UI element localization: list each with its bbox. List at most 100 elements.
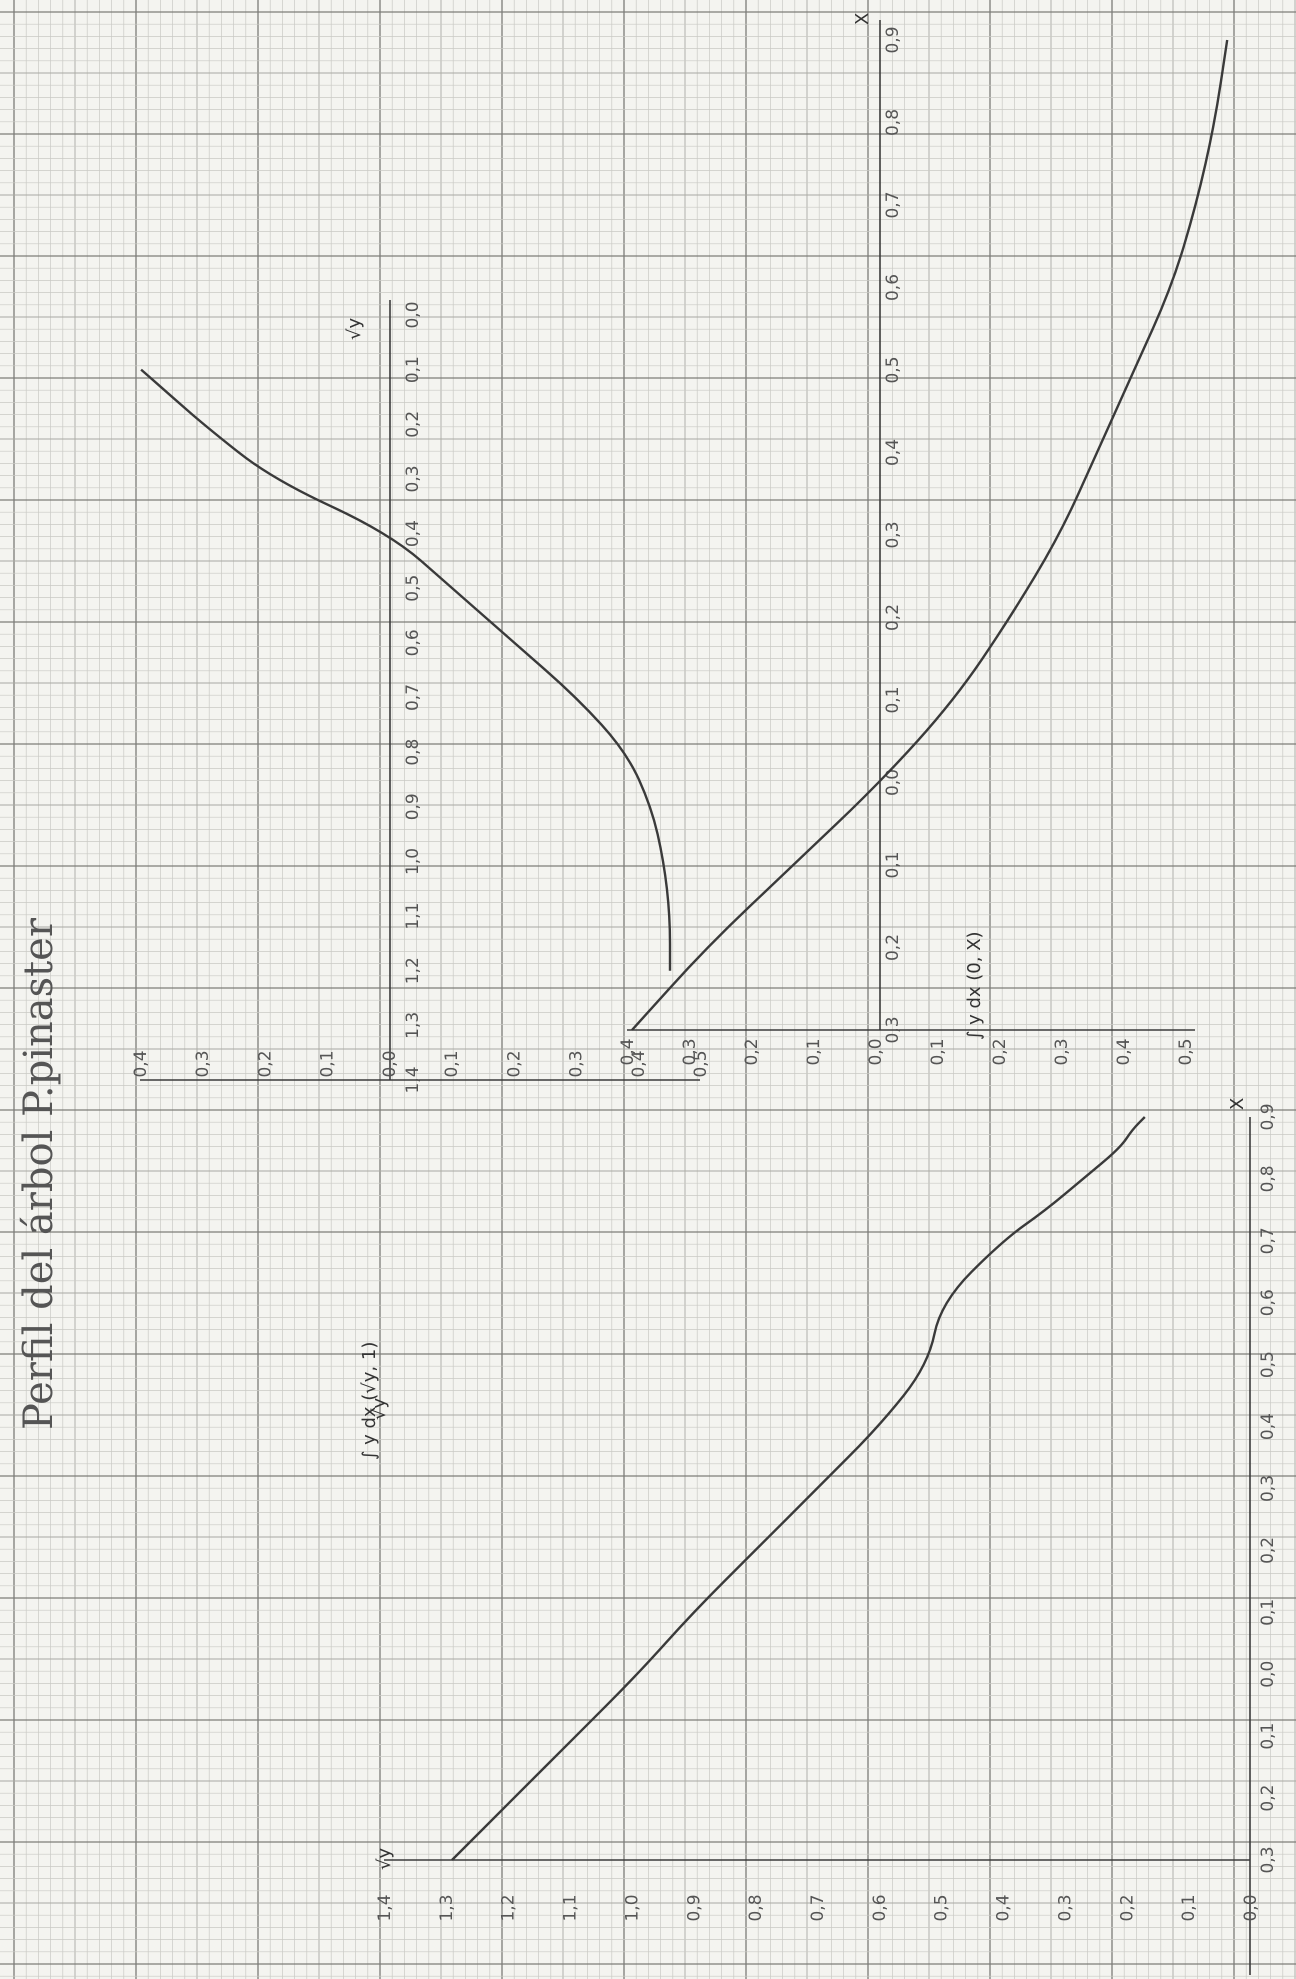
chart-1-x-tick-label: 1,2	[403, 957, 423, 984]
chart-2-y-tick-label-group: 0,3	[680, 1038, 700, 1065]
chart-2-x-tick-label-group: 0,2	[883, 934, 903, 961]
chart-1-y-tick-label-group: 0,0	[380, 1050, 400, 1077]
chart-0-y-tick-label: 1,1	[561, 1894, 581, 1921]
chart-2-y-tick-label-group: 0,0	[866, 1038, 886, 1065]
chart-2-x-tick-label: 0,5	[883, 356, 903, 383]
chart-2-x-tick-label-group: 0,1	[883, 686, 903, 713]
chart-1-y-tick-label: 0,1	[318, 1050, 338, 1077]
chart-1-y-tick-label: 0,3	[567, 1050, 587, 1077]
chart-0-y-tick-label-group: 0,8	[746, 1894, 766, 1921]
chart-0-x-tick-label: 0,1	[1258, 1599, 1278, 1626]
chart-1-y-tick-label-group: 0,1	[442, 1050, 462, 1077]
chart-0-x-tick-label-group: 0,3	[1258, 1846, 1278, 1873]
chart-0-y-tick-label: 1,3	[437, 1894, 457, 1921]
chart3-xlabel-group: X	[852, 13, 873, 25]
chart-0-y-tick-label-group: 0,4	[994, 1894, 1014, 1921]
chart1-integral-group: ∫ y dx (√y, 1)	[359, 1342, 380, 1460]
chart-1-x-tick-label-group: 0,6	[403, 629, 423, 656]
chart-1-x-tick-label: 0,8	[403, 739, 423, 766]
chart-0-x-tick-label: 0,9	[1258, 1103, 1278, 1130]
chart-1-x-tick-label-group: 1,0	[403, 848, 423, 875]
chart-title: Perfil del árbol P.pinaster	[16, 917, 62, 1430]
chart-2-x-tick-label: 0,9	[883, 26, 903, 53]
chart-2-y-tick-label: 0,4	[1114, 1038, 1134, 1065]
chart-2-ylabel: ∫ y dx (0, X)	[964, 931, 985, 1040]
chart-0-y-tick-label: 0,2	[1117, 1894, 1137, 1921]
chart-2-y-tick-label-group: 0,1	[928, 1038, 948, 1065]
chart-2-x-tick-label: 0,0	[883, 769, 903, 796]
chart-1-x-tick-label-group: 1,2	[403, 957, 423, 984]
chart-0-xlabel: X	[1227, 1098, 1248, 1110]
chart-1-y-tick-label-group: 0,4	[131, 1050, 151, 1077]
chart-0-y-tick-label-group: 0,3	[1055, 1894, 1075, 1921]
chart-2-y-tick-label-group: 0,1	[804, 1038, 824, 1065]
chart-1-x-tick-label-group: 0,0	[403, 301, 423, 328]
chart-2-x-tick-label-group: 0,7	[883, 191, 903, 218]
chart-0-x-tick-label: 0,7	[1258, 1227, 1278, 1254]
chart-0-y-tick-label: 1,4	[375, 1894, 395, 1921]
chart-1-y-tick-label-group: 0,4	[629, 1050, 649, 1077]
chart-2-x-tick-label-group: 0,8	[883, 109, 903, 136]
chart-1-x-tick-label: 0,6	[403, 629, 423, 656]
chart-0-x-tick-label-group: 0,7	[1258, 1227, 1278, 1254]
chart-1-y-tick-label: 0,1	[442, 1050, 462, 1077]
chart-0-y-tick-label-group: 0,6	[870, 1894, 890, 1921]
chart-0-x-tick-label: 0,2	[1258, 1537, 1278, 1564]
chart-0-y-tick-label-group: 1,1	[561, 1894, 581, 1921]
chart-1-axis-symbol: √y	[369, 1398, 390, 1420]
chart-axes	[140, 20, 1251, 1975]
chart-0-y-tick-label: 0,1	[1179, 1894, 1199, 1921]
chart-1-y-tick-label: 0,0	[380, 1050, 400, 1077]
chart-0-x-tick-label-group: 0,1	[1258, 1599, 1278, 1626]
chart-curves	[140, 39, 1229, 1861]
chart-2-y-tick-label: 0,5	[1176, 1038, 1196, 1065]
chart-2-x-tick-label-group: 0,9	[883, 26, 903, 53]
chart-0-x-tick-label: 0,2	[1258, 1785, 1278, 1812]
chart-1-y-tick-label-group: 0,2	[255, 1050, 275, 1077]
chart-2-xlabel: X	[852, 13, 873, 25]
chart-2-y-tick-label-group: 0,5	[1176, 1038, 1196, 1065]
chart-1-x-tick-label: 0,1	[403, 356, 423, 383]
chart-0-y-tick-label-group: 0,2	[1117, 1894, 1137, 1921]
chart-1-x-tick-label: 0,2	[403, 411, 423, 438]
chart-0-y-tick-label: 0,9	[684, 1894, 704, 1921]
chart-0-x-tick-label: 0,3	[1258, 1475, 1278, 1502]
chart-0-y-tick-label-group: 0,7	[808, 1894, 828, 1921]
chart-1-y-tick-label-group: 0,3	[567, 1050, 587, 1077]
chart-0-x-tick-label-group: 0,5	[1258, 1351, 1278, 1378]
chart-2-y-tick-label: 0,2	[742, 1038, 762, 1065]
chart-2-x-tick-label-group: 0,3	[883, 521, 903, 548]
chart-0-x-tick-label: 0,8	[1258, 1165, 1278, 1192]
chart-0-x-tick-label-group: 0,0	[1258, 1661, 1278, 1688]
chart-0-x-tick-label: 0,5	[1258, 1351, 1278, 1378]
chart-0-x-tick-label-group: 0,2	[1258, 1537, 1278, 1564]
chart-0-y-tick-label-group: 1,4	[375, 1894, 395, 1921]
chart-2-x-tick-label: 0,2	[883, 604, 903, 631]
ylabel-group: X	[1227, 1098, 1248, 1110]
chart-2-x-tick-label-group: 0,5	[883, 356, 903, 383]
chart-1-x-tick-label: 1,1	[403, 903, 423, 930]
chart-1-x-tick-label: 1,0	[403, 848, 423, 875]
chart-2-x-tick-label: 0,6	[883, 274, 903, 301]
chart-0-profile-curve	[451, 1116, 1146, 1861]
chart-2-y-tick-label-group: 0,2	[742, 1038, 762, 1065]
chart-0-y-tick-label: 0,5	[932, 1894, 952, 1921]
chart-1-integral-curve	[140, 368, 672, 971]
chart-2-x-tick-label-group: 0,2	[883, 604, 903, 631]
chart-2-y-tick-label: 0,3	[1052, 1038, 1072, 1065]
chart-1-x-tick-label: 1,3	[403, 1012, 423, 1039]
chart-0-x-tick-label-group: 0,2	[1258, 1785, 1278, 1812]
chart-2-integral-curve	[631, 39, 1229, 1031]
chart-1-y-tick-label-group: 0,2	[504, 1050, 524, 1077]
ylabel-chart1-group: √y	[369, 1398, 390, 1420]
chart-2-x-tick-label: 0,8	[883, 109, 903, 136]
chart-0-x-tick-label-group: 0,6	[1258, 1289, 1278, 1316]
chart-1-y-tick-label: 0,3	[193, 1050, 213, 1077]
chart-0-ylabel: √y	[374, 1848, 395, 1870]
chart-0-y-tick-label: 1,0	[622, 1894, 642, 1921]
chart-1-y-tick-label-group: 0,5	[691, 1050, 711, 1077]
chart-1-ylabel: ∫ y dx (√y, 1)	[359, 1342, 380, 1460]
chart-2-y-tick-label: 0,3	[680, 1038, 700, 1065]
chart-1-x-tick-label: 0,9	[403, 793, 423, 820]
